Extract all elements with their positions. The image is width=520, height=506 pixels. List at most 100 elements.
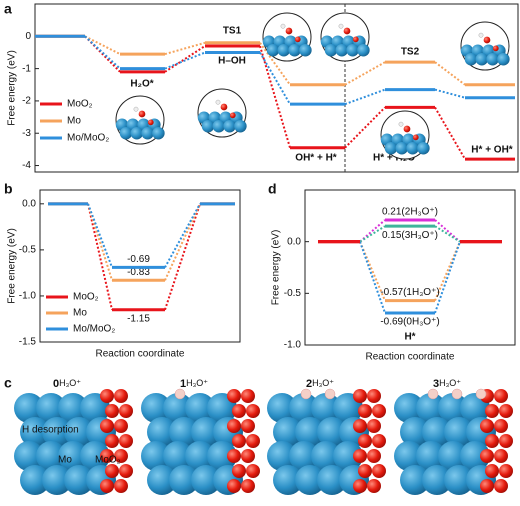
atom [464, 52, 478, 66]
structure-image [141, 388, 260, 495]
atom [475, 52, 489, 66]
atom [497, 52, 510, 66]
state-label: OH* + H* [295, 153, 337, 164]
atom [147, 417, 177, 447]
connector [164, 203, 201, 311]
connector [164, 45, 206, 73]
atom [358, 404, 372, 418]
connector [344, 106, 386, 149]
atom [438, 441, 468, 471]
atom [100, 419, 114, 433]
atom [114, 389, 128, 403]
atom [138, 110, 146, 118]
atom [285, 27, 293, 35]
atom [227, 389, 241, 403]
legend-label: MoO₂ [67, 99, 93, 110]
atom [485, 464, 499, 478]
atom [412, 134, 419, 141]
atom [207, 441, 237, 471]
y-tick-label: -3 [22, 128, 31, 139]
atom [358, 464, 372, 478]
y-tick-label: -1 [22, 63, 31, 74]
x-axis-label: Reaction coordinate [366, 352, 455, 363]
atom [58, 441, 88, 471]
atom [64, 417, 94, 447]
atom [486, 52, 499, 66]
atom [438, 393, 468, 423]
atom [494, 419, 508, 433]
atom [416, 441, 446, 471]
connector [434, 219, 461, 243]
atom [227, 419, 241, 433]
atom [119, 404, 133, 418]
atom [289, 441, 319, 471]
atom [58, 393, 88, 423]
atom [42, 417, 72, 447]
atom [36, 441, 66, 471]
atom [141, 441, 171, 471]
atom [241, 449, 255, 463]
atom [295, 465, 325, 495]
legend-label: Mo/MoO₂ [73, 324, 115, 335]
atom [289, 393, 319, 423]
atom [212, 119, 226, 133]
atom [352, 36, 359, 43]
connector [434, 241, 461, 314]
panel-label: c [4, 375, 12, 391]
atom [100, 389, 114, 403]
atom [294, 36, 301, 43]
legend-label: MoO₂ [73, 292, 99, 303]
connector [434, 225, 461, 243]
atom [499, 404, 513, 418]
structure-inset [320, 12, 370, 62]
connector [164, 41, 206, 56]
atom [367, 449, 381, 463]
plot-frame [304, 189, 516, 346]
atom [147, 119, 154, 126]
atom [406, 141, 419, 155]
atom [80, 441, 110, 471]
atom [14, 441, 44, 471]
value-label: -0.69(0H₃O⁺) [380, 317, 439, 328]
molecule [475, 388, 487, 400]
atom [480, 449, 494, 463]
atom [152, 126, 165, 140]
atom [246, 404, 260, 418]
y-tick-label: -1.5 [19, 337, 37, 348]
atom [394, 441, 424, 471]
connector [259, 45, 291, 149]
structure-image [14, 389, 133, 495]
atom [100, 449, 114, 463]
connector [164, 203, 201, 268]
connector [84, 35, 121, 73]
connector [164, 51, 206, 70]
atom [241, 419, 255, 433]
connector [359, 241, 386, 314]
atom [372, 434, 386, 448]
atom [422, 417, 452, 447]
panel-label: a [4, 1, 12, 17]
atom [317, 465, 347, 495]
atom [317, 417, 347, 447]
connector [344, 88, 386, 106]
atom [169, 465, 199, 495]
atom [223, 119, 236, 133]
plot-frame [39, 189, 241, 343]
y-axis-label: Free energy (eV) [271, 230, 282, 306]
atom [114, 419, 128, 433]
molecule [174, 388, 186, 400]
atom [480, 419, 494, 433]
atom [232, 434, 246, 448]
atom [416, 393, 446, 423]
atom [444, 465, 474, 495]
atom [133, 106, 139, 112]
atom [346, 43, 359, 57]
atom [460, 441, 490, 471]
connector [344, 61, 386, 86]
y-tick-label: 0 [25, 31, 31, 42]
atom [163, 441, 193, 471]
atom [100, 479, 114, 493]
y-tick-label: 0.0 [22, 198, 36, 209]
connector [87, 203, 113, 268]
atom [227, 449, 241, 463]
